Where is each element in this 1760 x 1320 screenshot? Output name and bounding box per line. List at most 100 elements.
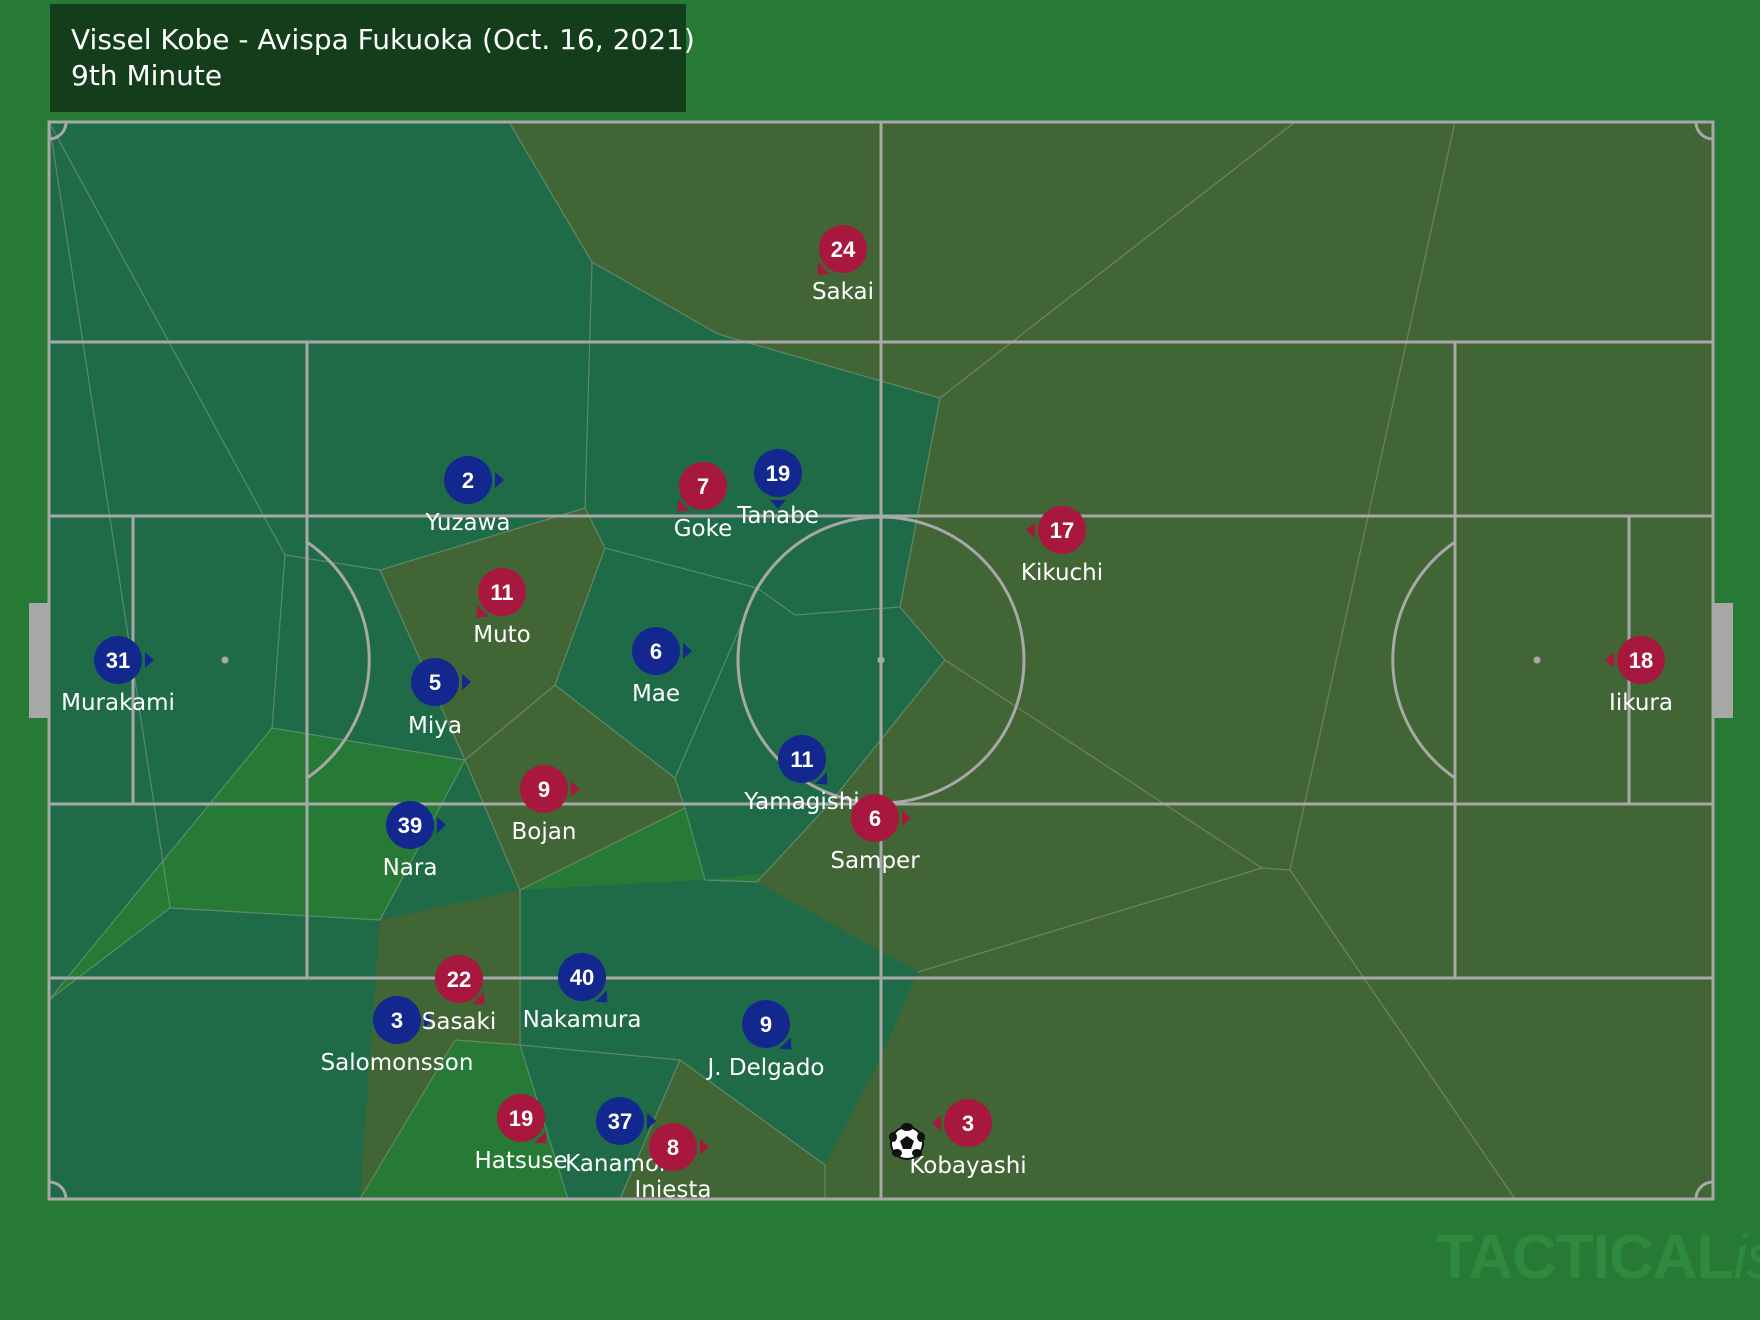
zone-edge-4 bbox=[508, 121, 593, 263]
zone-edge-44 bbox=[1289, 121, 1456, 871]
corner-arc-br bbox=[1694, 1180, 1714, 1200]
player-name: Miya bbox=[408, 713, 462, 739]
player-marker-nara[interactable]: 39 Nara bbox=[383, 801, 446, 881]
control-zone-home-8 bbox=[520, 880, 918, 1165]
player-disc bbox=[944, 1099, 992, 1147]
corner-arc-tr bbox=[1694, 121, 1714, 141]
control-zone-home-1 bbox=[49, 122, 592, 570]
player-number: 9 bbox=[538, 777, 550, 802]
player-marker-iniesta[interactable]: 8 Iniesta bbox=[635, 1123, 712, 1203]
player-disc bbox=[754, 449, 802, 497]
left-penalty-arc bbox=[306, 540, 371, 780]
player-number: 9 bbox=[760, 1012, 772, 1037]
zone-edge-24 bbox=[519, 807, 686, 891]
player-marker-yuzawa[interactable]: 2 Yuzawa bbox=[424, 456, 511, 536]
direction-arrow-icon bbox=[476, 605, 489, 618]
player-number: 22 bbox=[447, 967, 471, 992]
player-number: 3 bbox=[391, 1008, 403, 1033]
left-goal bbox=[29, 603, 48, 718]
player-marker-sakai[interactable]: 24 Sakai bbox=[812, 225, 874, 305]
zone-edge-25 bbox=[464, 759, 521, 891]
player-number: 18 bbox=[1629, 648, 1653, 673]
center-spot bbox=[877, 656, 885, 664]
zone-edge-40 bbox=[944, 659, 1263, 869]
goals bbox=[29, 603, 1733, 718]
player-disc bbox=[778, 735, 826, 783]
player-name: Salomonsson bbox=[321, 1050, 474, 1076]
control-zone-away-15 bbox=[825, 868, 1515, 1199]
control-zone-home-4 bbox=[585, 262, 940, 615]
ball[interactable] bbox=[889, 1123, 925, 1160]
direction-arrow-icon bbox=[595, 990, 608, 1003]
player-name: Nakamura bbox=[523, 1007, 642, 1033]
match-title: Vissel Kobe - Avispa Fukuoka (Oct. 16, 2… bbox=[71, 23, 695, 56]
ball-patch-icon bbox=[912, 1149, 922, 1157]
player-number: 7 bbox=[697, 474, 709, 499]
player-name: Sasaki bbox=[422, 1009, 496, 1035]
zone-edge-27 bbox=[169, 907, 381, 921]
zone-edge-42 bbox=[1261, 867, 1291, 871]
player-marker-mae[interactable]: 6 Mae bbox=[632, 627, 692, 707]
player-number: 5 bbox=[429, 670, 441, 695]
player-name: Murakami bbox=[61, 690, 175, 716]
player-name: Muto bbox=[473, 622, 531, 648]
player-marker-iikura[interactable]: 18 Iikura bbox=[1605, 636, 1673, 716]
zone-edge-19 bbox=[554, 684, 676, 779]
player-marker-j-delgado[interactable]: 9 J. Delgado bbox=[705, 1000, 825, 1081]
player-number: 39 bbox=[398, 813, 422, 838]
corner-arc-bl bbox=[48, 1180, 68, 1200]
title-box: Vissel Kobe - Avispa Fukuoka (Oct. 16, 2… bbox=[50, 4, 695, 112]
ball-patch-icon bbox=[901, 1123, 913, 1131]
zone-edge-38 bbox=[939, 121, 1296, 399]
player-disc bbox=[444, 456, 492, 504]
control-zone-away-14 bbox=[757, 803, 918, 972]
ball-patch-icon bbox=[900, 1136, 914, 1149]
player-marker-yamagishi[interactable]: 11 Yamagishi bbox=[743, 735, 860, 815]
player-number: 19 bbox=[766, 461, 790, 486]
right-penalty-arc bbox=[1391, 540, 1456, 780]
direction-arrow-icon bbox=[647, 1113, 656, 1129]
player-marker-muto[interactable]: 11 Muto bbox=[473, 568, 531, 648]
player-marker-bojan[interactable]: 9 Bojan bbox=[512, 765, 580, 845]
player-marker-kikuchi[interactable]: 17 Kikuchi bbox=[1021, 506, 1103, 586]
right-goal bbox=[1714, 603, 1733, 718]
direction-arrow-icon bbox=[145, 652, 154, 668]
zone-edge-12 bbox=[756, 587, 796, 616]
player-disc bbox=[742, 1000, 790, 1048]
player-marker-samper[interactable]: 6 Samper bbox=[830, 794, 920, 874]
player-name: J. Delgado bbox=[705, 1055, 824, 1081]
player-marker-sasaki[interactable]: 22 Sasaki bbox=[422, 955, 496, 1035]
voronoi-edges bbox=[48, 121, 1516, 1200]
player-disc bbox=[851, 794, 899, 842]
zone-edge-21 bbox=[829, 659, 946, 804]
zone-edge-2 bbox=[271, 554, 286, 729]
player-name: Yamagishi bbox=[743, 789, 859, 815]
direction-arrow-icon bbox=[677, 499, 690, 512]
zone-edge-43 bbox=[1289, 869, 1516, 1200]
player-marker-hatsuse[interactable]: 19 Hatsuse bbox=[474, 1094, 568, 1174]
player-marker-goke[interactable]: 7 Goke bbox=[674, 462, 733, 542]
control-zone-away-10 bbox=[509, 122, 1295, 398]
zone-edge-32 bbox=[359, 1039, 456, 1200]
zone-edge-10 bbox=[899, 397, 941, 608]
player-marker-salomonsson[interactable]: 3 Salomonsson bbox=[321, 996, 474, 1076]
player-name: Samper bbox=[830, 848, 920, 874]
player-name: Mae bbox=[632, 681, 680, 707]
player-number: 8 bbox=[667, 1135, 679, 1160]
pitch-spots bbox=[221, 656, 1541, 664]
control-zone-away-11 bbox=[830, 122, 1713, 1199]
player-marker-tanabe[interactable]: 19 Tanabe bbox=[736, 449, 819, 529]
player-marker-kobayashi[interactable]: 3 Kobayashi bbox=[909, 1099, 1027, 1179]
player-name: Iniesta bbox=[635, 1177, 712, 1203]
zone-edge-1 bbox=[48, 121, 286, 556]
zone-edge-15 bbox=[554, 547, 606, 686]
zone-edge-41 bbox=[917, 867, 1263, 973]
direction-arrow-icon bbox=[1026, 522, 1035, 538]
player-marker-murakami[interactable]: 31 Murakami bbox=[61, 636, 175, 716]
player-number: 11 bbox=[790, 747, 813, 772]
direction-arrow-icon bbox=[902, 810, 911, 826]
player-marker-nakamura[interactable]: 40 Nakamura bbox=[523, 953, 642, 1033]
zone-edge-3 bbox=[48, 727, 273, 1001]
player-marker-miya[interactable]: 5 Miya bbox=[408, 658, 471, 739]
player-name: Iikura bbox=[1609, 690, 1673, 716]
